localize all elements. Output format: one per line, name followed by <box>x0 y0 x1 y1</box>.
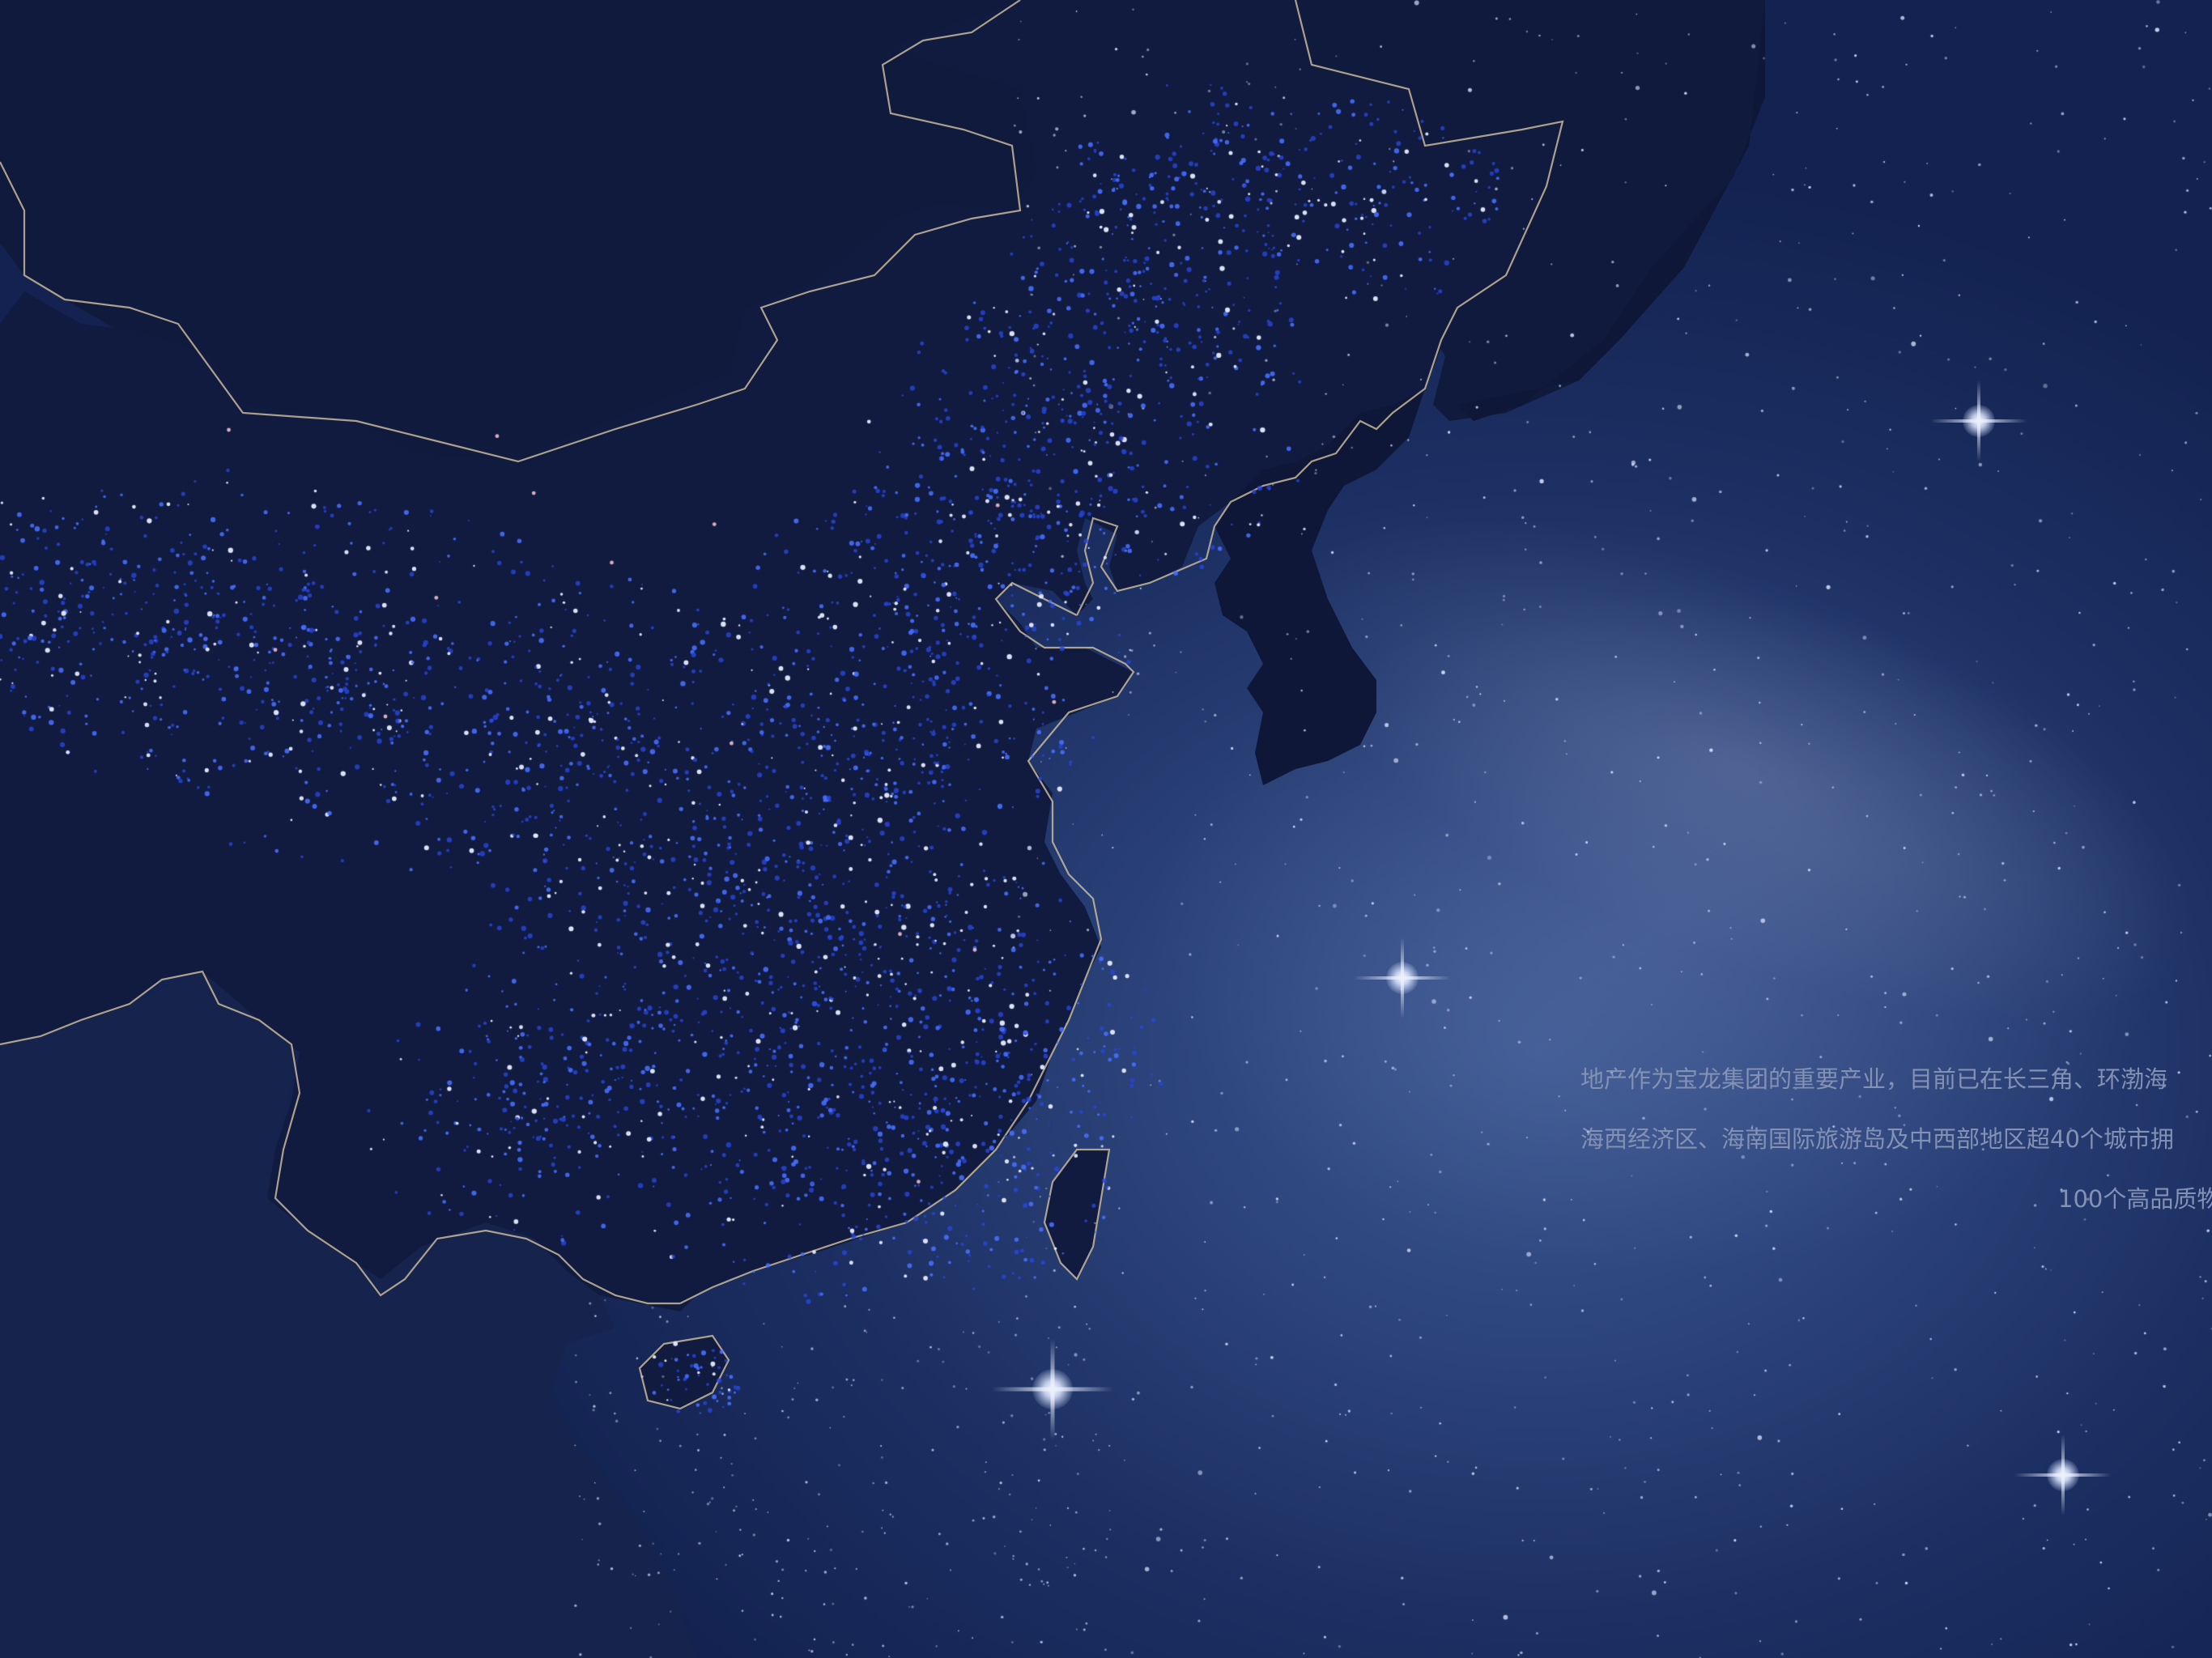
intro-line-1: 地产作为宝龙集团的重要产业，目前已在长三角、环渤海 <box>1580 1065 2168 1093</box>
intro-text-block: 地产作为宝龙集团的重要产业，目前已在长三角、环渤海 海西经济区、海南国际旅游岛及… <box>1580 1049 2212 1244</box>
intro-line-2: 海西经济区、海南国际旅游岛及中西部地区超40个城市拥 <box>1580 1125 2174 1153</box>
intro-line-3: 100个高品质物 <box>2058 1185 2212 1213</box>
